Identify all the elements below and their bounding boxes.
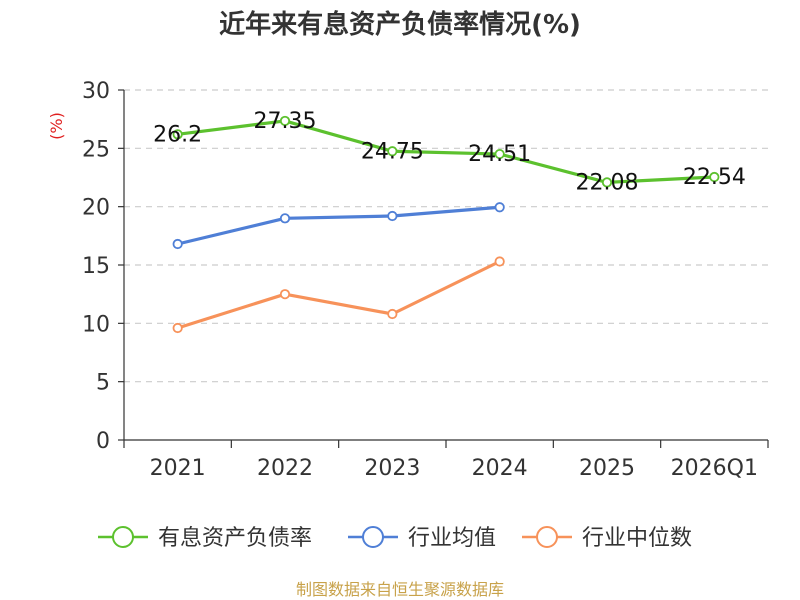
- legend-label-2: 行业中位数: [582, 526, 692, 551]
- y-axis-unit-label: (%): [47, 112, 66, 140]
- legend-item-1: 行业均值: [348, 526, 496, 551]
- y-tick-label-20: 20: [82, 196, 110, 221]
- y-tick-label-25: 25: [82, 137, 110, 162]
- data-label-2023: 24.75: [361, 139, 424, 164]
- series-line-1: [177, 205, 500, 246]
- series-line-0: [177, 119, 715, 184]
- y-tick-label-15: 15: [82, 254, 110, 279]
- series-0-point-2024: [494, 148, 505, 160]
- series-2-point-2024: [494, 256, 505, 267]
- data-label-2021: 26.2: [153, 122, 202, 147]
- series-1-point-2024: [494, 202, 505, 213]
- source-note: 制图数据来自恒生聚源数据库: [296, 580, 504, 599]
- series-0-point-2021: [172, 129, 183, 140]
- series-line-2: [177, 260, 501, 330]
- x-tick-label-2025: 2025: [579, 456, 635, 481]
- x-tick-label-2021: 2021: [150, 456, 206, 481]
- series-0-point-2025: [601, 177, 613, 188]
- legend-marker-0: [112, 526, 134, 548]
- x-tick-label-2026Q1: 2026Q1: [671, 456, 758, 481]
- data-label-2024: 24.51: [468, 142, 531, 167]
- grid-lines: [124, 89, 768, 383]
- series-1-point-2023: [387, 210, 398, 222]
- legend-marker-1: [362, 526, 384, 548]
- x-tick-label-2022: 2022: [257, 456, 313, 481]
- legend-label-0: 有息资产负债率: [158, 526, 312, 551]
- legend-marker-2: [536, 526, 558, 548]
- legend: 有息资产负债率 行业均值 行业中位数: [98, 526, 692, 551]
- series-1-point-2021: [172, 238, 183, 250]
- y-tick-label-5: 5: [96, 371, 110, 396]
- y-tick-label-0: 0: [96, 429, 110, 454]
- series-2-point-2021: [172, 322, 183, 334]
- series-lines: [172, 115, 720, 334]
- legend-item-2: 行业中位数: [522, 526, 692, 551]
- data-label-2025: 22.08: [576, 170, 639, 195]
- data-label-2026Q1: 22.54: [683, 165, 746, 190]
- x-tick-label-2023: 2023: [364, 456, 420, 481]
- x-tick-label-2024: 2024: [472, 456, 528, 481]
- series-0-point-2026Q1: [709, 171, 720, 183]
- legend-item-0: 有息资产负债率: [98, 526, 312, 551]
- y-tick-label-30: 30: [82, 79, 110, 104]
- series-0-point-2023: [387, 146, 398, 157]
- series-2-point-2022: [279, 289, 291, 300]
- series-1-point-2022: [279, 213, 291, 224]
- data-labels: 26.2 27.35 24.75 24.51 22.08 22.54: [153, 109, 746, 195]
- y-tick-label-10: 10: [82, 312, 110, 337]
- chart-title: 近年来有息资产负债率情况(%): [219, 9, 581, 40]
- series-0-point-2022: [279, 115, 291, 127]
- series-2-point-2023: [387, 308, 398, 320]
- data-label-2022: 27.35: [254, 109, 317, 134]
- legend-label-1: 行业均值: [408, 526, 496, 551]
